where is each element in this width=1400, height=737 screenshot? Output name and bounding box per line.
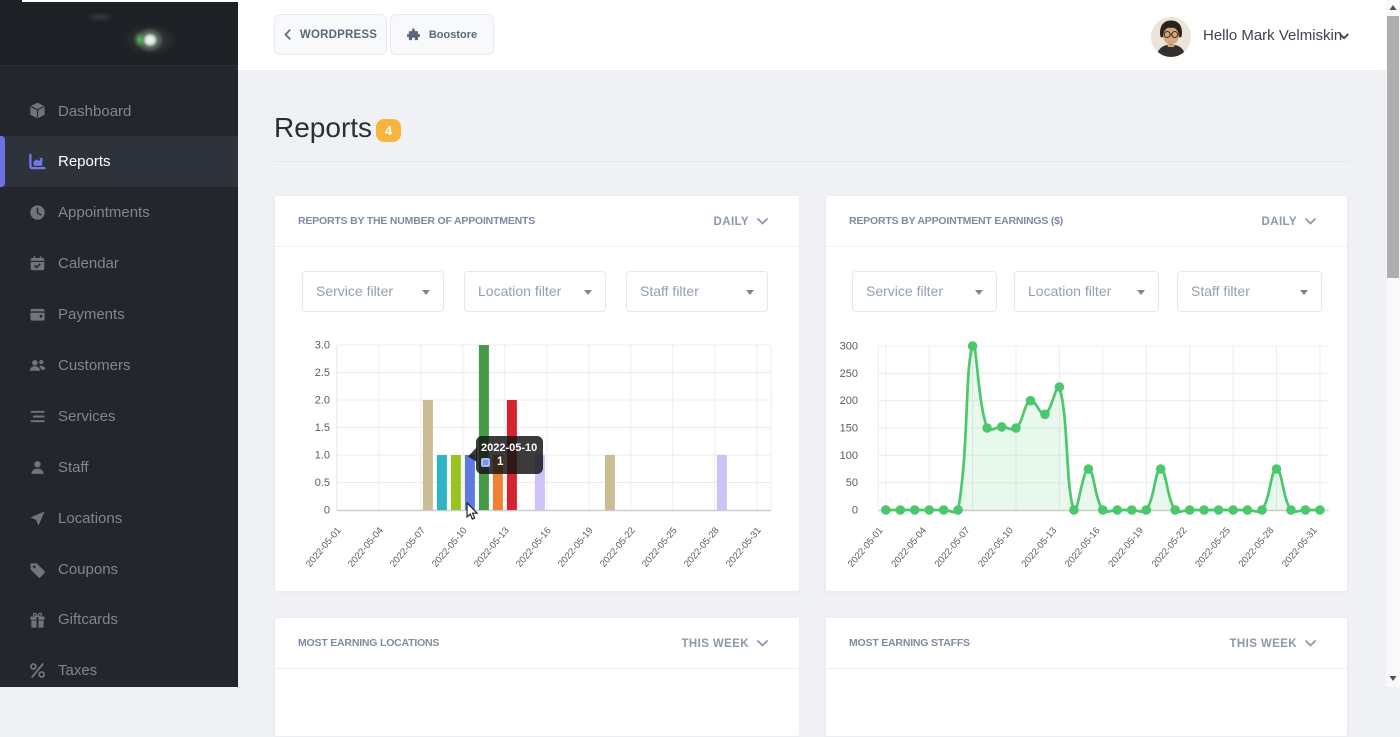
svg-text:1.5: 1.5 [315, 422, 330, 434]
svg-text:0: 0 [324, 505, 330, 517]
svg-text:3.0: 3.0 [315, 340, 330, 352]
svg-text:150: 150 [840, 423, 858, 435]
svg-text:2022-05-28: 2022-05-28 [682, 525, 722, 569]
svg-text:2022-05-31: 2022-05-31 [724, 525, 764, 569]
svg-text:2022-05-10: 2022-05-10 [976, 525, 1016, 569]
svg-text:2022-05-01: 2022-05-01 [304, 525, 344, 569]
svg-text:2022-05-28: 2022-05-28 [1237, 525, 1277, 569]
svg-text:2022-05-25: 2022-05-25 [640, 525, 680, 569]
svg-text:200: 200 [840, 395, 858, 407]
svg-text:2.0: 2.0 [315, 395, 330, 407]
svg-text:2022-05-22: 2022-05-22 [1150, 525, 1190, 569]
svg-text:2022-05-10: 2022-05-10 [430, 525, 470, 569]
svg-text:2022-05-31: 2022-05-31 [1280, 525, 1320, 569]
svg-text:1.0: 1.0 [315, 450, 330, 462]
svg-text:2022-05-07: 2022-05-07 [388, 525, 428, 569]
svg-text:2022-05-04: 2022-05-04 [346, 525, 386, 569]
svg-text:2022-05-16: 2022-05-16 [1063, 525, 1103, 569]
svg-text:300: 300 [840, 341, 858, 353]
svg-text:250: 250 [840, 368, 858, 380]
svg-text:2022-05-19: 2022-05-19 [1106, 525, 1146, 569]
svg-text:100: 100 [840, 450, 858, 462]
svg-text:2022-05-13: 2022-05-13 [472, 525, 512, 569]
svg-text:2022-05-25: 2022-05-25 [1193, 525, 1233, 569]
svg-text:2022-05-13: 2022-05-13 [1020, 525, 1060, 569]
svg-text:0: 0 [852, 505, 858, 517]
svg-text:2022-05-16: 2022-05-16 [514, 525, 554, 569]
svg-text:2022-05-07: 2022-05-07 [933, 525, 973, 569]
svg-text:2.5: 2.5 [315, 367, 330, 379]
svg-text:2022-05-22: 2022-05-22 [598, 525, 638, 569]
svg-text:50: 50 [846, 477, 858, 489]
svg-text:2022-05-01: 2022-05-01 [846, 525, 886, 569]
svg-text:2022-05-19: 2022-05-19 [556, 525, 596, 569]
svg-text:2022-05-04: 2022-05-04 [889, 525, 929, 569]
svg-text:0.5: 0.5 [315, 477, 330, 489]
